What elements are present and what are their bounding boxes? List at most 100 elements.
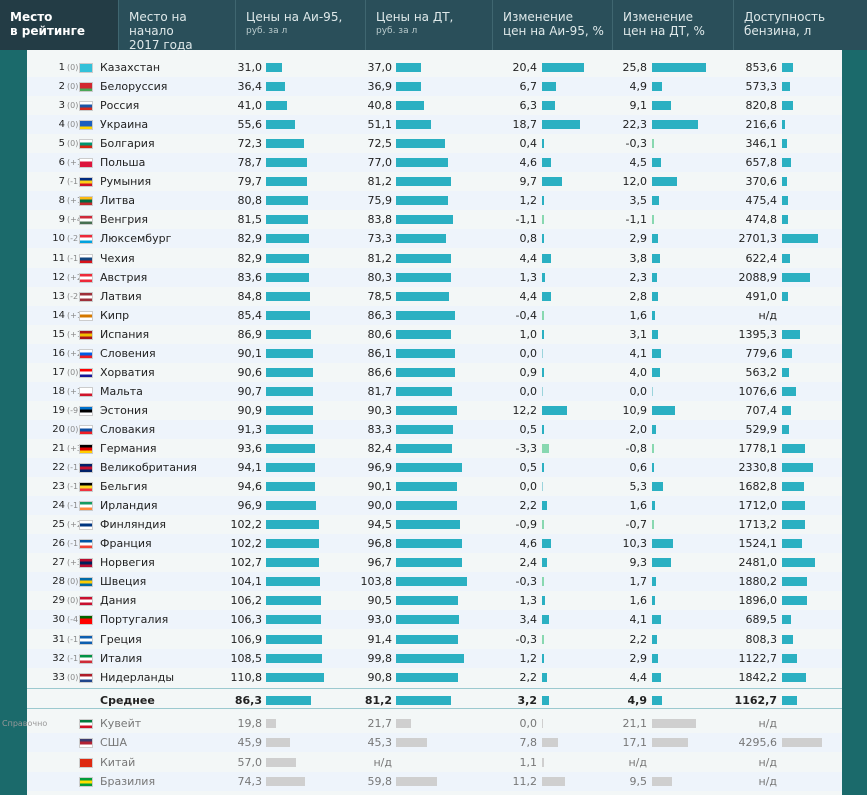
ai95-bar (266, 757, 296, 767)
pa-value: 1,1 (519, 755, 538, 769)
dt-value: 99,8 (367, 651, 393, 665)
country-name: Польша (100, 156, 146, 170)
table-row[interactable]: 17 (0) Хорватия 90,6 86,6 0,9 4,0 563,2 (27, 363, 842, 382)
table-row[interactable]: 12 (+2) Австрия 83,6 80,3 1,3 2,3 2088,9 (27, 267, 842, 287)
table-row[interactable]: 21 (+3) Германия 93,6 82,4 -3,3 -0,8 1778,1 (27, 439, 842, 458)
reference-label: Справочно (2, 719, 48, 728)
table-row[interactable]: 14 (+1) Кипр 85,4 86,3 -0,4 1,6 н/д (27, 305, 842, 325)
table-row[interactable]: 23 (-1) Бельгия 94,6 90,1 0,0 5,3 1682,8 (27, 477, 842, 496)
header-col-3[interactable]: Цены на ДТ, руб. за л (365, 0, 492, 50)
header-col-5[interactable]: Изменение цен на ДТ, % (612, 0, 733, 50)
pd-bar (652, 634, 657, 644)
header-col-4[interactable]: Изменение цен на Аи-95, % (492, 0, 612, 50)
pd-bar (652, 520, 654, 530)
ai95-value: 31,0 (237, 61, 263, 74)
rank-change: (-2) (67, 291, 82, 301)
table-row[interactable]: 18 (+1) Мальта 90,7 81,7 0,0 0,0 1076,6 (27, 381, 842, 401)
flag-icon (79, 272, 93, 283)
ai95-value: 91,3 (237, 422, 263, 436)
table-row[interactable]: 28 (0) Швеция 104,1 103,8 -0,3 1,7 1880,2 (27, 572, 842, 592)
table-row[interactable]: 33 (0) Нидерланды 110,8 90,8 2,2 4,4 1842,2 (27, 668, 842, 687)
dt-value: 77,0 (367, 156, 393, 170)
dt-bar (396, 272, 451, 282)
table-row[interactable]: 13 (-2) Латвия 84,8 78,5 4,4 2,8 491,0 (27, 287, 842, 306)
ai95-bar (266, 653, 323, 663)
acc-value: 1713,2 (738, 518, 778, 532)
acc-bar (782, 596, 808, 606)
dt-bar (396, 196, 448, 206)
table-row[interactable]: 25 (+2) Финляндия 102,2 94,5 -0,9 -0,7 1713,2 (27, 515, 842, 534)
flag-icon (79, 234, 93, 245)
table-row[interactable]: 6 (+1) Польша 78,7 77,0 4,6 4,5 657,8 (27, 153, 842, 173)
reference-row[interactable]: Бразилия 74,3 59,8 11,2 9,5 н/д (27, 771, 842, 791)
table-row[interactable]: 29 (0) Дания 106,2 90,5 1,3 1,6 1896,0 (27, 591, 842, 610)
table-row[interactable]: 15 (+1) Испания 86,9 80,6 1,0 3,1 1395,3 (27, 325, 842, 344)
table-row[interactable]: 1 (0) Казахстан 31,0 37,0 20,4 25,8 853,6 (27, 58, 842, 77)
table-row[interactable]: 3 (0) Россия 41,0 40,8 6,3 9,1 820,8 (27, 96, 842, 115)
pd-bar (652, 158, 662, 168)
dt-bar (396, 615, 460, 625)
table-row[interactable]: 27 (+3) Норвегия 102,7 96,7 2,4 9,3 2481,0 (27, 553, 842, 572)
table-row[interactable]: 32 (-1) Италия 108,5 99,8 1,2 2,9 1122,7 (27, 648, 842, 668)
acc-value: 1896,0 (738, 594, 778, 608)
ai95-bar (266, 615, 322, 625)
table-row[interactable]: 5 (0) Болгария 72,3 72,5 0,4 -0,3 346,1 (27, 134, 842, 153)
rank: 31 (52, 633, 65, 645)
pd-value: -0,7 (625, 518, 647, 532)
ai95-value: 55,6 (237, 118, 263, 132)
dt-value: 81,2 (364, 694, 392, 707)
ai95-bar (266, 738, 290, 748)
acc-value: 779,6 (745, 346, 778, 360)
ai95-value: 90,7 (237, 384, 263, 398)
table-row[interactable]: 8 (+1) Литва 80,8 75,9 1,2 3,5 475,4 (27, 191, 842, 211)
flag-icon (79, 738, 93, 749)
reference-row[interactable]: Кувейт 19,8 21,7 0,0 21,1 н/д (27, 714, 842, 733)
table-row[interactable]: 24 (-1) Ирландия 96,9 90,0 2,2 1,6 1712,0 (27, 496, 842, 516)
pd-bar (652, 215, 655, 225)
pd-bar (652, 672, 662, 682)
table-row[interactable]: 2 (0) Белоруссия 36,4 36,9 6,7 4,9 573,3 (27, 77, 842, 97)
flag-icon (79, 634, 93, 645)
table-row[interactable]: 9 (+4) Венгрия 81,5 83,8 -1,1 -1,1 474,8 (27, 210, 842, 229)
table-row[interactable]: 10 (-2) Люксембург 82,9 73,3 0,8 2,9 2701,3 (27, 229, 842, 249)
header-col-6[interactable]: Доступность бензина, л (733, 0, 867, 50)
reference-row[interactable]: США 45,9 45,3 7,8 17,1 4295,6 (27, 733, 842, 753)
pa-value: -3,3 (515, 442, 537, 455)
pa-bar (542, 120, 581, 130)
table-row[interactable]: 26 (-1) Франция 102,2 96,8 4,6 10,3 1524,1 (27, 534, 842, 554)
rank: 33 (52, 671, 65, 683)
dt-value: 82,4 (367, 442, 393, 455)
pa-value: -0,3 (515, 575, 537, 589)
pd-value: 4,9 (629, 80, 648, 94)
pa-bar (542, 558, 547, 568)
acc-bar (782, 272, 810, 282)
pa-bar (542, 367, 544, 377)
acc-value: 1712,0 (738, 499, 778, 513)
header-col-0[interactable]: Место в рейтинге (0, 0, 118, 50)
pd-value: 10,9 (622, 403, 648, 417)
reference-row[interactable]: Китай 57,0 н/д 1,1 н/д н/д (27, 753, 842, 772)
table-row[interactable]: 11 (-1) Чехия 82,9 81,2 4,4 3,8 622,4 (27, 249, 842, 268)
divider (27, 688, 842, 689)
table-row[interactable]: 22 (-1) Великобритания 94,1 96,9 0,5 0,6 2330,8 (27, 458, 842, 478)
acc-value: 474,8 (745, 213, 778, 227)
table-row[interactable]: 20 (0) Словакия 91,3 83,3 0,5 2,0 529,9 (27, 419, 842, 439)
table-row[interactable]: 30 (-4) Португалия 106,3 93,0 3,4 4,1 689,5 (27, 610, 842, 630)
pd-value: 4,9 (627, 694, 648, 707)
acc-bar (782, 558, 815, 568)
header-col-1[interactable]: Место на начало 2017 года (118, 0, 235, 52)
dt-value: 21,7 (367, 717, 393, 730)
header-col-2[interactable]: Цены на Аи-95, руб. за л (235, 0, 365, 50)
country-name: Бразилия (100, 774, 156, 788)
pa-value: 0,0 (519, 480, 538, 494)
table-row[interactable]: 4 (0) Украина 55,6 51,1 18,7 22,3 216,6 (27, 115, 842, 135)
pa-bar (542, 196, 545, 206)
country-name: Чехия (100, 251, 135, 265)
acc-bar (782, 101, 793, 111)
acc-bar (782, 386, 797, 396)
table-row[interactable]: 31 (-1) Греция 106,9 91,4 -0,3 2,2 808,3 (27, 630, 842, 649)
table-row[interactable]: 19 (-9) Эстония 90,9 90,3 12,2 10,9 707,4 (27, 401, 842, 420)
table-row[interactable]: 7 (-1) Румыния 79,7 81,2 9,7 12,0 370,6 (27, 172, 842, 191)
table-row[interactable]: 16 (+2) Словения 90,1 86,1 0,0 4,1 779,6 (27, 343, 842, 363)
acc-value: 4295,6 (738, 736, 778, 750)
